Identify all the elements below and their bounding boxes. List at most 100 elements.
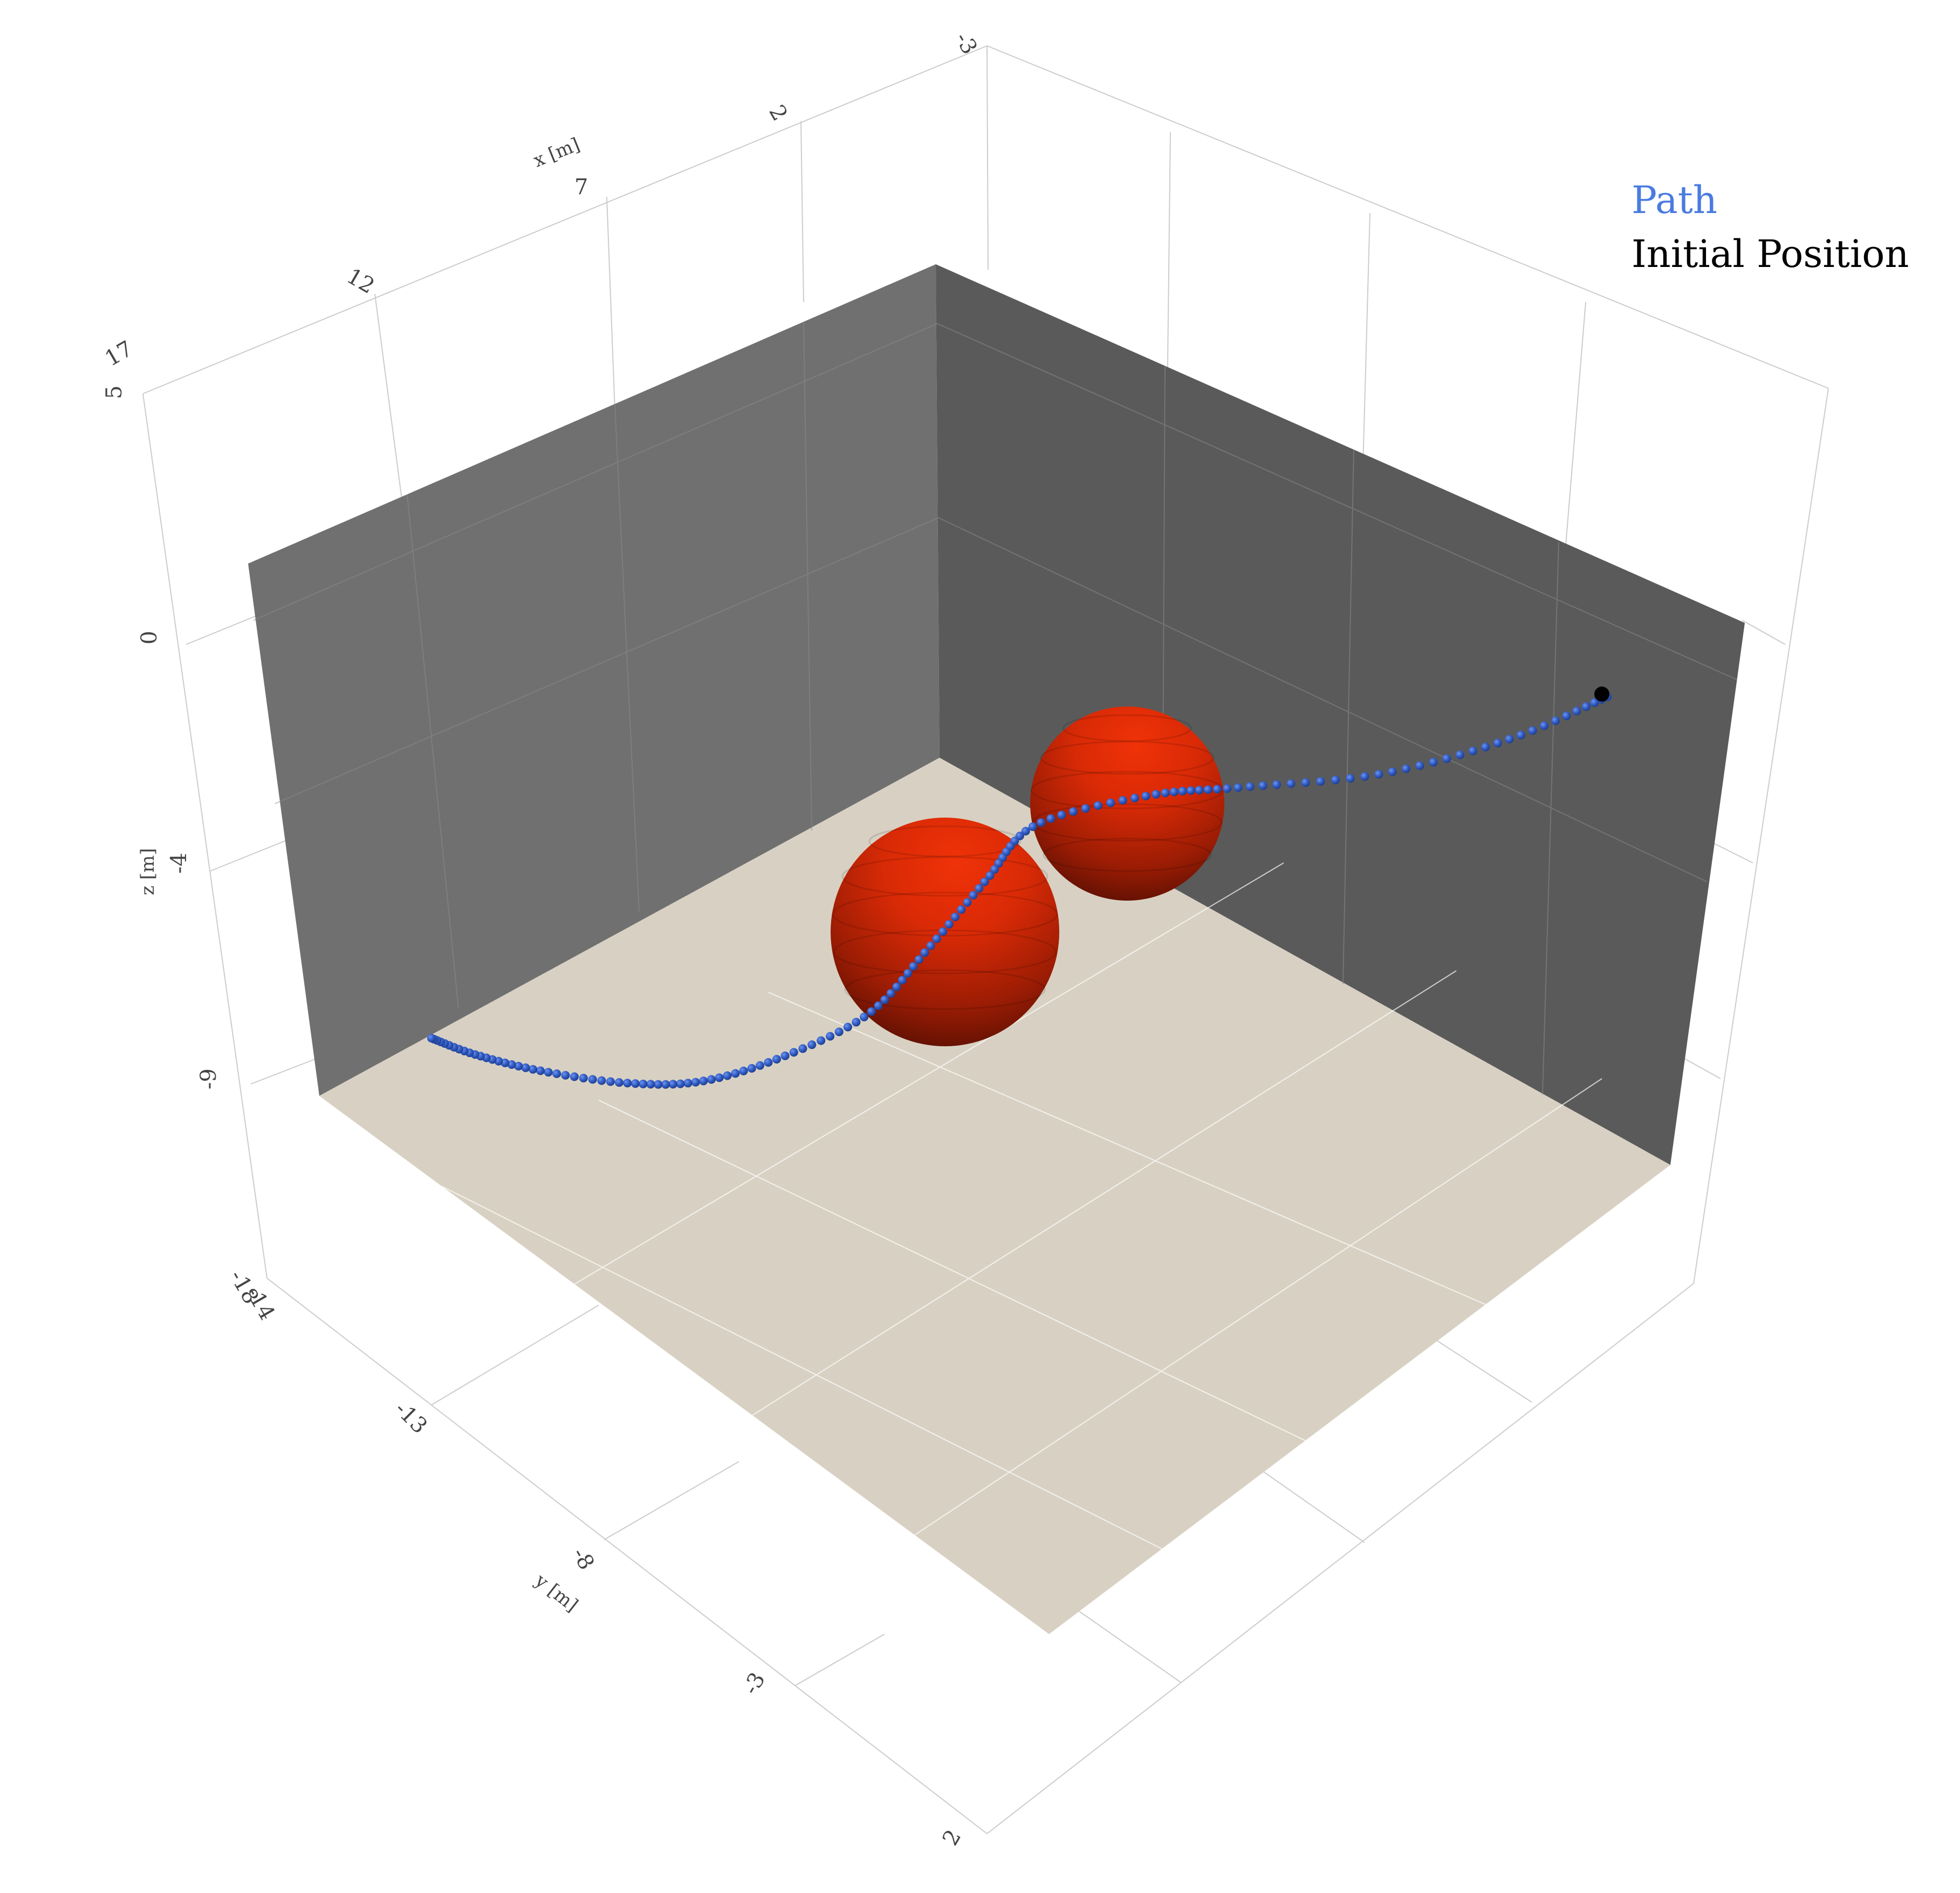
path-point[interactable] — [980, 877, 989, 886]
path-point[interactable] — [1081, 804, 1090, 813]
path-point[interactable] — [1415, 761, 1424, 770]
path-point[interactable] — [1093, 801, 1102, 810]
path-point[interactable] — [552, 1069, 561, 1078]
path-point[interactable] — [661, 1080, 670, 1089]
path-point[interactable] — [1493, 738, 1502, 747]
path-point[interactable] — [969, 890, 978, 900]
path-point[interactable] — [1223, 784, 1232, 793]
path-point[interactable] — [1455, 750, 1464, 759]
path-point[interactable] — [668, 1080, 677, 1089]
path-point[interactable] — [1233, 783, 1243, 792]
path-point[interactable] — [544, 1068, 553, 1077]
path-point[interactable] — [588, 1075, 597, 1084]
path-point[interactable] — [1301, 778, 1310, 787]
legend-item-initial-position[interactable]: Initial Position — [1632, 232, 1909, 276]
path-point[interactable] — [944, 920, 954, 929]
path-point[interactable] — [579, 1074, 588, 1082]
path-point[interactable] — [903, 969, 913, 978]
path-point[interactable] — [1481, 743, 1490, 752]
path-point[interactable] — [1346, 774, 1355, 783]
path-point[interactable] — [789, 1048, 798, 1057]
path-point[interactable] — [1528, 726, 1537, 735]
path-point[interactable] — [1402, 764, 1410, 773]
path-point[interactable] — [914, 955, 923, 964]
path-point[interactable] — [1178, 786, 1187, 795]
path-point[interactable] — [826, 1032, 835, 1041]
path-point[interactable] — [1141, 792, 1150, 800]
path-point[interactable] — [867, 1007, 876, 1016]
path-point[interactable] — [1331, 776, 1340, 785]
path-point[interactable] — [731, 1069, 740, 1078]
path-point[interactable] — [817, 1036, 826, 1045]
path-point[interactable] — [1028, 822, 1037, 831]
path-point[interactable] — [1505, 735, 1514, 744]
path-point[interactable] — [514, 1061, 523, 1071]
path-point[interactable] — [920, 948, 929, 957]
path-point[interactable] — [951, 913, 960, 922]
path-point[interactable] — [926, 941, 935, 950]
path-point[interactable] — [909, 962, 918, 971]
path-point[interactable] — [932, 934, 941, 943]
path-point[interactable] — [994, 859, 1003, 868]
legend-item-path[interactable]: Path — [1632, 178, 1717, 222]
path-point[interactable] — [1037, 818, 1046, 827]
path-point[interactable] — [938, 927, 948, 936]
path-point[interactable] — [606, 1077, 615, 1086]
path-point[interactable] — [683, 1079, 693, 1088]
path-point[interactable] — [639, 1079, 648, 1088]
path-point[interactable] — [985, 871, 995, 880]
path-point[interactable] — [1258, 781, 1267, 790]
path-point[interactable] — [1316, 777, 1325, 786]
path-point[interactable] — [723, 1071, 732, 1080]
path-point[interactable] — [1169, 787, 1178, 797]
initial-position-marker[interactable] — [1594, 687, 1609, 702]
path-point[interactable] — [1540, 721, 1548, 730]
path-point[interactable] — [739, 1066, 748, 1075]
path-point[interactable] — [990, 865, 999, 874]
path-point[interactable] — [507, 1060, 516, 1069]
path-point[interactable] — [1590, 698, 1599, 707]
path-point[interactable] — [1245, 782, 1255, 791]
path-point[interactable] — [1203, 785, 1212, 794]
path-point[interactable] — [892, 982, 901, 991]
path-point[interactable] — [521, 1063, 530, 1072]
path-point[interactable] — [963, 898, 972, 907]
path-point[interactable] — [807, 1040, 817, 1050]
path-point[interactable] — [756, 1061, 765, 1070]
path-point[interactable] — [1130, 793, 1139, 803]
path-point[interactable] — [1187, 786, 1195, 795]
path-point[interactable] — [1562, 711, 1571, 721]
path-point[interactable] — [834, 1027, 844, 1037]
path-point[interactable] — [631, 1079, 640, 1088]
path-point[interactable] — [1195, 786, 1204, 794]
path-point[interactable] — [646, 1080, 655, 1089]
path-point[interactable] — [764, 1058, 773, 1067]
path-point[interactable] — [898, 976, 907, 985]
path-point[interactable] — [614, 1078, 623, 1087]
path-point[interactable] — [1272, 780, 1281, 789]
path-point[interactable] — [691, 1078, 700, 1087]
path-point[interactable] — [747, 1064, 756, 1073]
path-point[interactable] — [852, 1018, 861, 1027]
path-point[interactable] — [1068, 807, 1078, 816]
path-point[interactable] — [798, 1044, 807, 1053]
path-point[interactable] — [1516, 730, 1525, 739]
path-point[interactable] — [570, 1072, 579, 1081]
path-point[interactable] — [957, 905, 966, 914]
path-point[interactable] — [1152, 790, 1161, 799]
path-point[interactable] — [623, 1079, 632, 1088]
path-point[interactable] — [886, 989, 895, 998]
path-point[interactable] — [780, 1051, 790, 1060]
path-point[interactable] — [597, 1076, 606, 1085]
path-point[interactable] — [1057, 811, 1066, 820]
path-point[interactable] — [772, 1055, 781, 1064]
path-point[interactable] — [843, 1023, 852, 1032]
path-point[interactable] — [1572, 707, 1581, 716]
path-point[interactable] — [874, 1001, 883, 1010]
path-point[interactable] — [1118, 796, 1127, 805]
path-point[interactable] — [1581, 702, 1591, 711]
path-point[interactable] — [536, 1066, 545, 1075]
path-point[interactable] — [654, 1080, 663, 1089]
path-point[interactable] — [561, 1071, 570, 1080]
